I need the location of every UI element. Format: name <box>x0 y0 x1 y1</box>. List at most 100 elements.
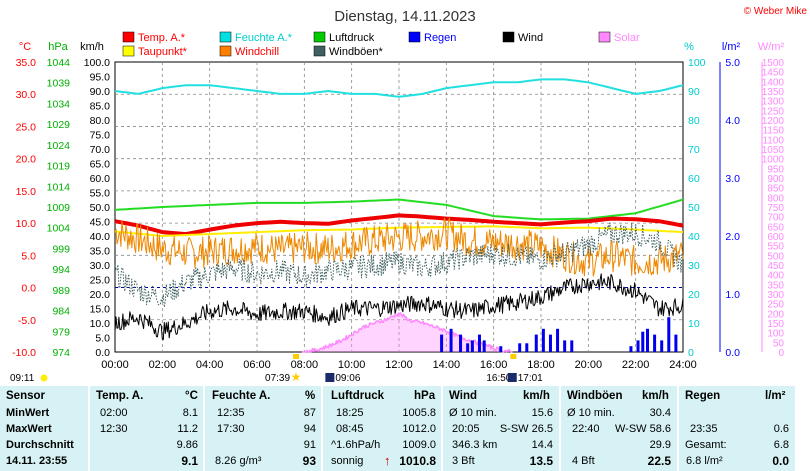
sun-moon-markers: 09:11 07:39 ★ 09:06 16:50 17:01 <box>10 354 543 384</box>
solar-axis-tick-19: 550 <box>767 242 784 253</box>
row-label-max: MaxWert <box>6 423 52 435</box>
rain-bar-16 <box>629 346 633 352</box>
humidity-axis-tick-7: 30 <box>688 260 700 272</box>
stats-table: Sensor MinWert MaxWert Durchschnitt 14.1… <box>0 386 810 471</box>
temp-axis-tick-9: -10.0 <box>12 347 36 359</box>
pressure-axis-tick-10: 994 <box>52 264 70 276</box>
axis-unit-4: l/m² <box>722 41 741 53</box>
rain-bar-2 <box>459 334 463 352</box>
wind-max: S-SW 26.5 <box>499 423 553 435</box>
humidity-axis-tick-4: 60 <box>688 173 700 185</box>
gust-current: 22.5 <box>647 454 671 468</box>
hdr-press-unit: hPa <box>414 390 436 402</box>
x-tick-6: 12:00 <box>385 359 413 371</box>
legend-swatch-8 <box>313 45 326 57</box>
wind-axis-tick-1: 95.0 <box>90 72 111 84</box>
solar-axis-tick-22: 400 <box>767 271 784 282</box>
wind-axis-tick-15: 25.0 <box>90 275 111 287</box>
rain-bar-9 <box>525 343 529 352</box>
x-tick-0: 00:00 <box>101 359 129 371</box>
temp-axis-tick-4: 15.0 <box>16 186 37 198</box>
rain-bar-6 <box>482 340 486 352</box>
moon-icon <box>325 373 335 382</box>
legend-label-6: Taupunkt* <box>138 46 188 58</box>
series-solar <box>301 312 513 353</box>
x-tick-2: 04:00 <box>196 359 224 371</box>
axis-unit-2: km/h <box>80 41 104 53</box>
rain-bar-0 <box>440 334 444 352</box>
wind-axis-tick-11: 45.0 <box>90 217 111 229</box>
wind-axis-tick-7: 65.0 <box>90 159 111 171</box>
copyright-label: © Weber Mike <box>744 6 808 17</box>
solar-axis-tick-25: 250 <box>767 300 784 311</box>
legend-label-7: Windchill <box>235 46 279 58</box>
rain-total: 6.8 <box>773 439 789 451</box>
col-hum <box>205 386 321 471</box>
temp-min-time: 02:00 <box>100 407 128 419</box>
temp-axis-tick-8: -5.0 <box>18 315 36 327</box>
sunrise-marker <box>293 354 300 359</box>
rain-bar-7 <box>499 346 503 352</box>
gust-day-avg: 29.9 <box>649 439 671 451</box>
legend-label-5: Solar <box>614 32 640 44</box>
legend-swatch-1 <box>219 31 232 43</box>
pressure-axis-tick-7: 1009 <box>47 202 71 214</box>
temp-axis-tick-6: 5.0 <box>21 250 36 262</box>
wind-axis-tick-17: 15.0 <box>90 304 111 316</box>
gust-avg: 30.4 <box>649 407 671 419</box>
col-rain <box>679 386 795 471</box>
rain-last: 0.6 <box>773 423 789 435</box>
solar-axis-tick-20: 500 <box>767 251 784 262</box>
legend-swatch-4 <box>502 31 515 43</box>
col-gust <box>561 386 677 471</box>
solar-axis-tick-17: 650 <box>767 222 784 233</box>
x-tick-11: 22:00 <box>622 359 650 371</box>
solar-axis-tick-7: 1150 <box>762 126 784 137</box>
wind-beaufort: 3 Bft <box>452 455 475 467</box>
x-tick-4: 08:00 <box>291 359 319 371</box>
series-wind <box>114 273 684 341</box>
hum-max: 94 <box>303 423 316 435</box>
x-tick-5: 10:00 <box>338 359 366 371</box>
series-windchill <box>114 217 684 277</box>
legend-label-3: Regen <box>424 32 456 44</box>
col-wind <box>443 386 559 471</box>
gust-avg-label: Ø 10 min. <box>567 407 615 419</box>
wind-run: 346.3 km <box>452 439 498 451</box>
rain-bar-23 <box>674 334 678 352</box>
hdr-gust: Windböen <box>567 390 623 402</box>
rain-bar-21 <box>660 340 664 352</box>
solar-axis-tick-2: 1400 <box>762 77 785 88</box>
hdr-wind: Wind <box>449 390 477 402</box>
hum-current: 93 <box>302 454 316 468</box>
series-dew <box>114 225 684 237</box>
legend-label-1: Feuchte A.* <box>235 32 293 44</box>
rain-axis-tick-4: 1.0 <box>725 289 740 301</box>
series-gusts <box>114 222 684 308</box>
rain-bar-14 <box>563 340 567 352</box>
pressure-axis-tick-12: 984 <box>52 306 70 318</box>
chart-title: Dienstag, 14.11.2023 <box>334 8 476 25</box>
hdr-temp: Temp. A. <box>96 390 144 402</box>
humidity-axis-tick-8: 20 <box>688 289 700 301</box>
rain-bar-1 <box>449 328 453 352</box>
temp-axis-tick-5: 10.0 <box>16 218 37 230</box>
row-label-min: MinWert <box>6 407 50 419</box>
x-tick-10: 20:00 <box>575 359 603 371</box>
solar-axis-tick-16: 700 <box>767 213 784 224</box>
legend-label-0: Temp. A.* <box>138 32 186 44</box>
wind-current: 13.5 <box>529 454 553 468</box>
wind-axis-tick-4: 80.0 <box>90 115 111 127</box>
hdr-rain: Regen <box>685 390 721 402</box>
wind-day-avg: 14.4 <box>531 439 553 451</box>
solar-axis-tick-12: 900 <box>767 174 784 185</box>
hdr-hum: Feuchte A. <box>212 390 271 402</box>
wind-max-time: 20:05 <box>452 423 480 435</box>
temp-max: 11.2 <box>177 423 198 435</box>
pressure-axis-tick-3: 1029 <box>47 119 71 131</box>
rain-bar-22 <box>667 317 671 352</box>
pressure-axis-tick-0: 1044 <box>47 57 71 69</box>
solar-axis-tick-29: 50 <box>773 338 785 349</box>
rain-axis-tick-3: 2.0 <box>725 231 740 243</box>
x-tick-9: 18:00 <box>527 359 555 371</box>
